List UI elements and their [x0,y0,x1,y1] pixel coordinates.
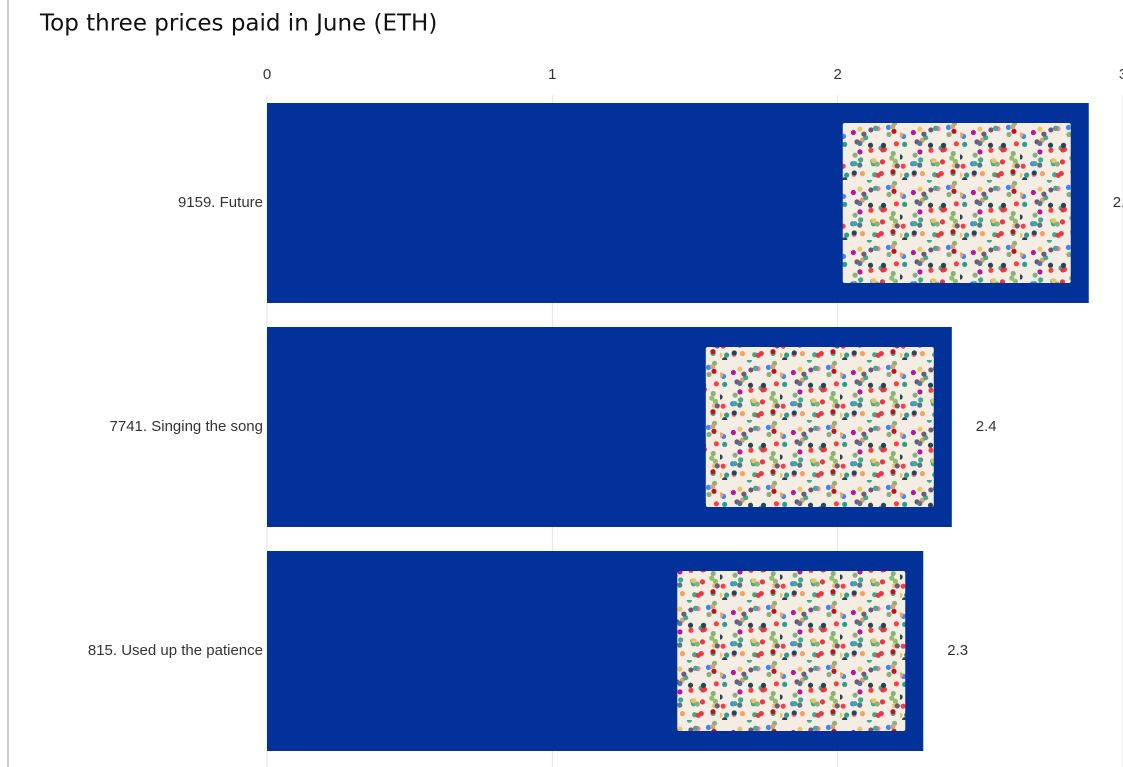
artwork [705,347,934,507]
category-label: 815. Used up the patience [88,642,263,659]
x-tick-label: 2 [833,66,841,83]
x-tick-label: 0 [263,66,271,83]
artwork [677,571,906,731]
value-label: 2.4 [976,418,997,435]
value-label: 2.88 [1113,194,1123,211]
artwork [842,123,1071,283]
x-tick-label: 1 [548,66,556,83]
value-label: 2.3 [947,642,968,659]
x-tick-label: 3 [1119,66,1123,83]
category-label: 7741. Singing the song [110,418,263,435]
chart-title: Top three prices paid in June (ETH) [39,11,437,37]
category-label: 9159. Future [178,194,263,211]
